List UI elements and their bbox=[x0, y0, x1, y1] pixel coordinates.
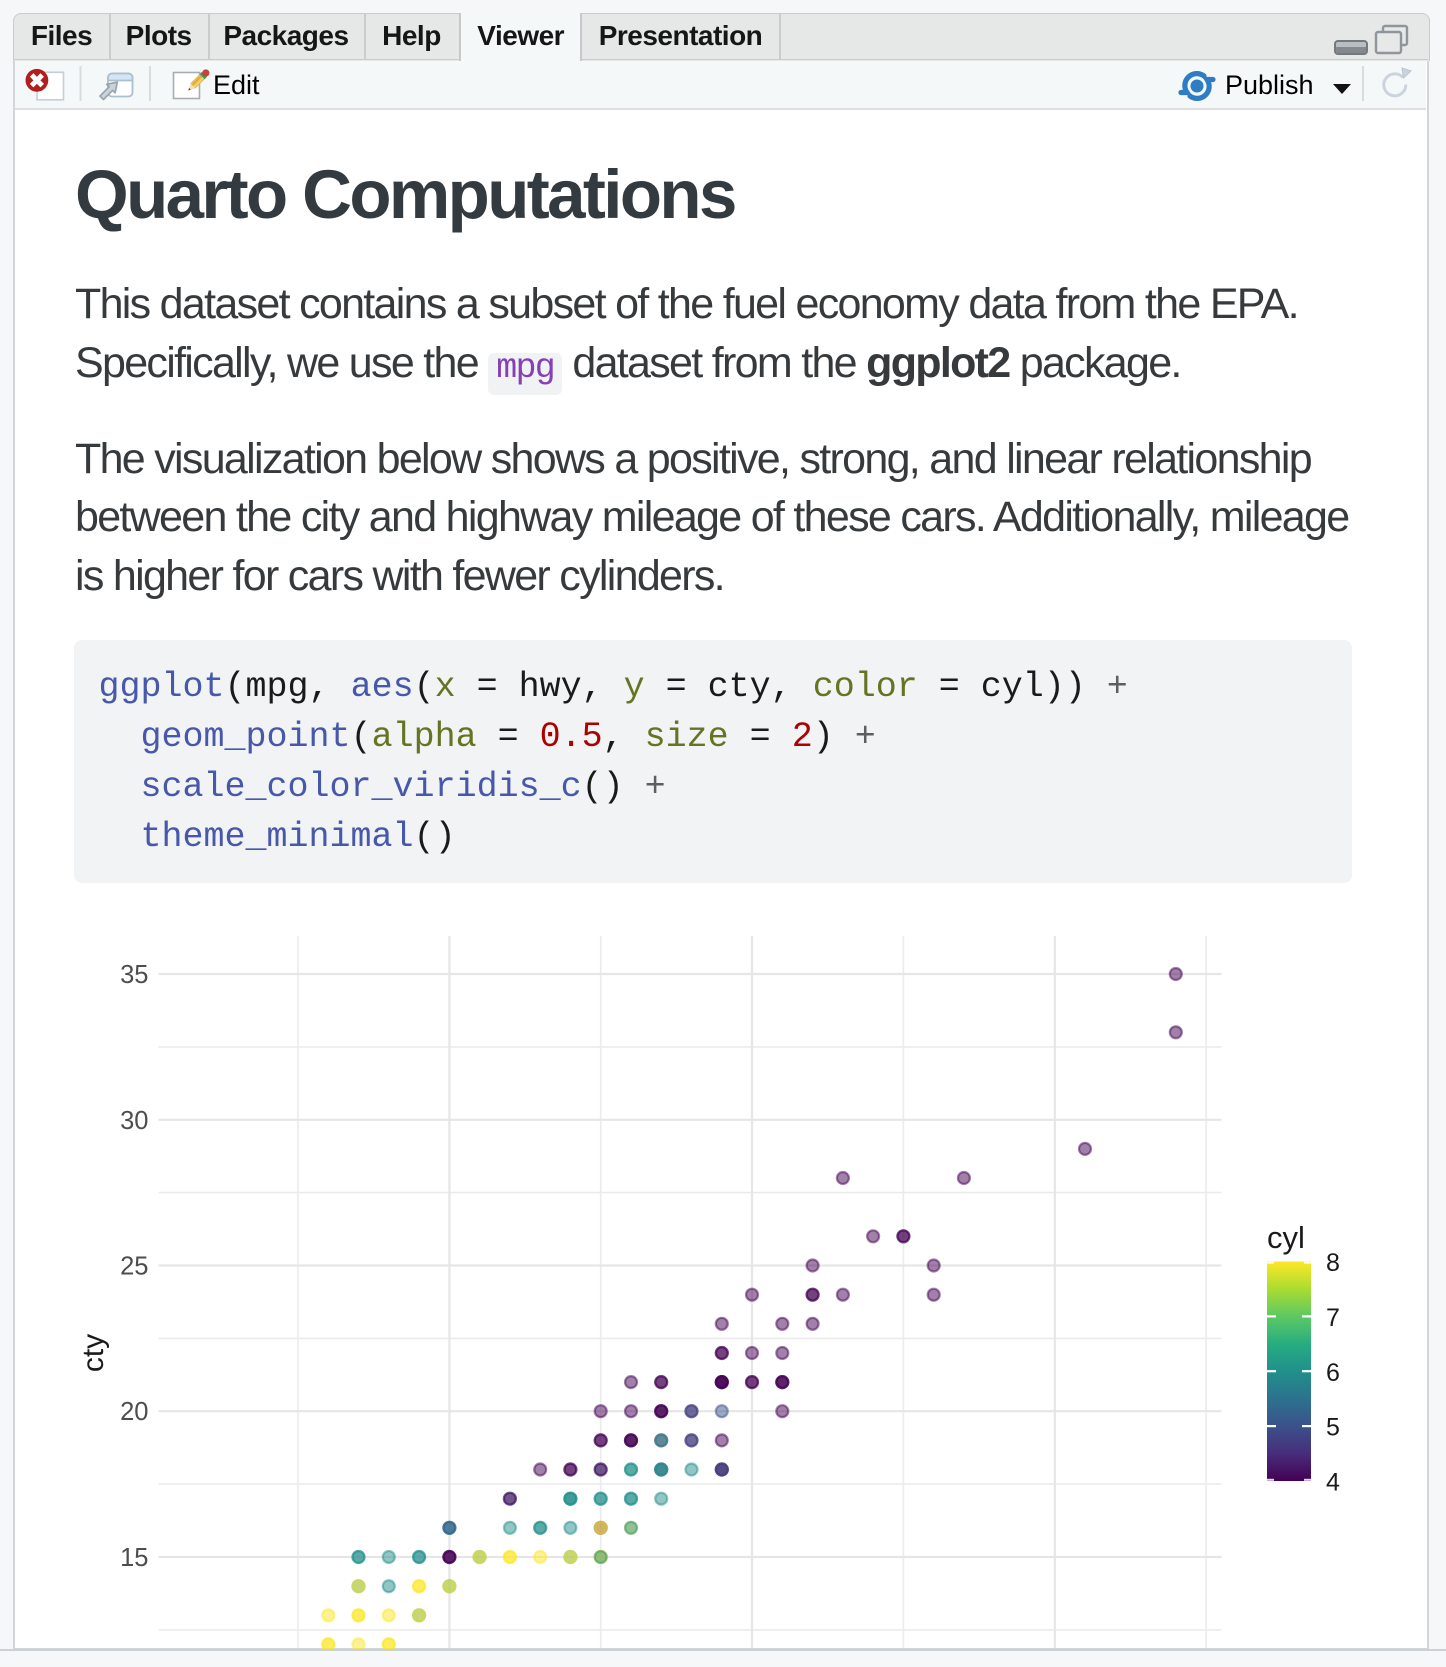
svg-text:35: 35 bbox=[120, 961, 148, 989]
svg-text:5: 5 bbox=[1326, 1414, 1340, 1442]
svg-text:8: 8 bbox=[1326, 1249, 1340, 1277]
svg-text:15: 15 bbox=[120, 1544, 148, 1572]
svg-text:7: 7 bbox=[1326, 1304, 1340, 1332]
svg-text:6: 6 bbox=[1326, 1359, 1340, 1387]
svg-text:4: 4 bbox=[1326, 1469, 1340, 1497]
svg-text:20: 20 bbox=[120, 1398, 148, 1426]
svg-text:cyl: cyl bbox=[1267, 1220, 1305, 1255]
svg-text:30: 30 bbox=[120, 1107, 148, 1135]
svg-text:cty: cty bbox=[77, 1334, 110, 1372]
svg-text:25: 25 bbox=[120, 1253, 148, 1281]
